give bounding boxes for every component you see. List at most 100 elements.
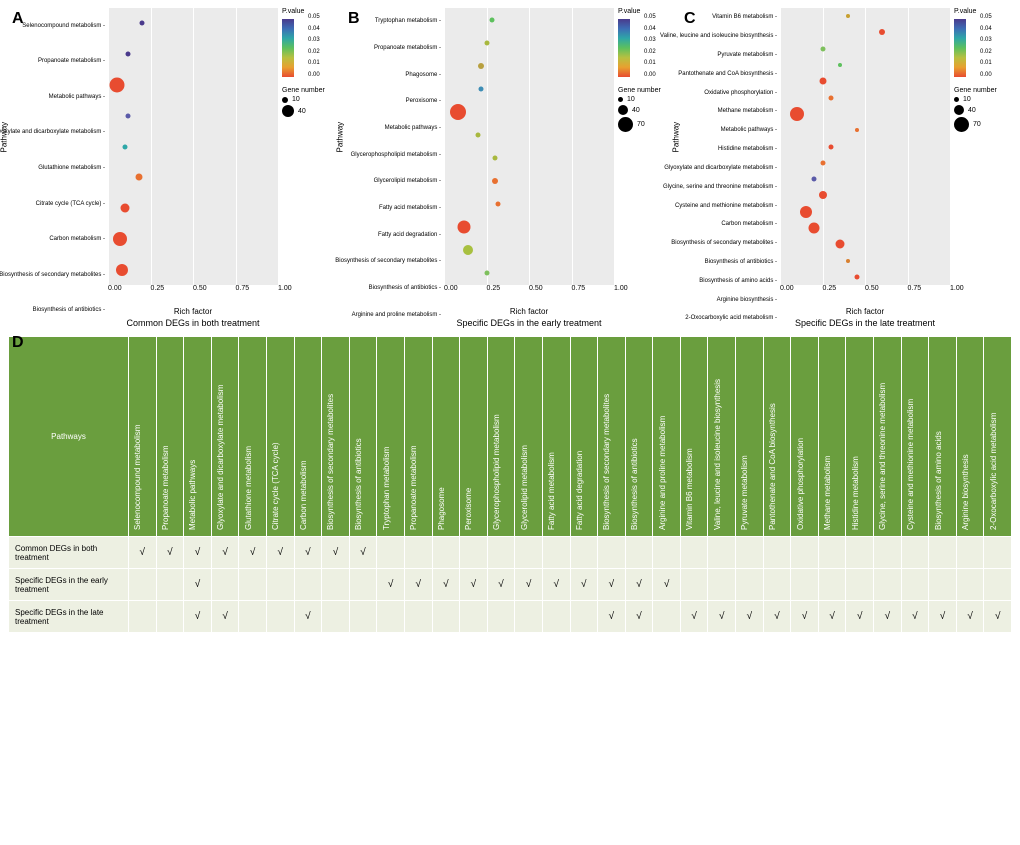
y-label: Arginine and proline metabolism - <box>352 312 441 318</box>
table-cell <box>874 537 902 569</box>
legend-gene-title: Gene number <box>618 87 676 94</box>
colorbar-tick: 0.05 <box>308 14 320 20</box>
y-labels: Vitamin B6 metabolism -Valine, leucine a… <box>680 8 780 328</box>
x-axis-title: Rich factor <box>780 307 950 316</box>
table-cell <box>322 569 350 601</box>
table-cell <box>929 569 957 601</box>
panel-caption: Specific DEGs in the early treatment <box>444 318 614 328</box>
table-cell: √ <box>625 601 653 633</box>
table-column-header: Pantothenate and CoA biosynthesis <box>763 337 791 537</box>
table-cell <box>901 537 929 569</box>
table-row-label: Specific DEGs in the late treatment <box>9 601 129 633</box>
color-bar <box>954 19 966 77</box>
table-cell <box>874 569 902 601</box>
plot-area <box>108 8 278 285</box>
size-legend-item: 40 <box>282 105 340 117</box>
table-cell <box>901 569 929 601</box>
y-label: Propanoate metabolism - <box>374 45 441 51</box>
table-cell <box>653 537 681 569</box>
table-cell <box>487 537 515 569</box>
panel-c: CPathwayVitamin B6 metabolism -Valine, l… <box>680 8 1012 328</box>
table-cell <box>349 601 377 633</box>
table-cell: √ <box>984 601 1012 633</box>
data-point <box>126 52 131 57</box>
table-column-header: Biosynthesis of antibiotics <box>349 337 377 537</box>
table-cell <box>846 537 874 569</box>
y-label: Carbon metabolism - <box>49 236 105 242</box>
data-point <box>854 274 859 279</box>
table-cell: √ <box>598 569 626 601</box>
table-column-header: Biosynthesis of antibiotics <box>625 337 653 537</box>
table-column-header: Phagosome <box>432 337 460 537</box>
table-cell <box>736 537 764 569</box>
table-column-header: Biosynthesis of secondary metabolites <box>598 337 626 537</box>
table-cell <box>404 537 432 569</box>
table-column-header: Arginine and proline metabolism <box>653 337 681 537</box>
y-label: Biosynthesis of secondary metabolites - <box>0 272 105 278</box>
top-panels: APathwaySelenocompound metabolism -Propa… <box>8 8 1012 328</box>
table-cell <box>156 601 184 633</box>
data-point <box>492 178 498 184</box>
table-cell <box>570 537 598 569</box>
table-cell <box>625 537 653 569</box>
y-label: Selenocompound metabolism - <box>22 23 105 29</box>
table-cell: √ <box>598 601 626 633</box>
size-legend-item: 10 <box>618 96 676 103</box>
colorbar-tick: 0.03 <box>308 37 320 43</box>
table-cell <box>984 537 1012 569</box>
data-point <box>819 78 826 85</box>
table-cell <box>129 569 157 601</box>
panel-d: D PathwaysSelenocompound metabolismPropa… <box>8 336 1012 633</box>
table-cell <box>846 569 874 601</box>
table-cell: √ <box>680 601 708 633</box>
x-tick: 0.00 <box>444 285 458 292</box>
y-label: Peroxisome - <box>406 98 441 104</box>
table-cell: √ <box>487 569 515 601</box>
colorbar-tick: 0.04 <box>644 26 656 32</box>
table-cell: √ <box>184 601 212 633</box>
y-label: Biosynthesis of antibiotics - <box>705 259 777 265</box>
data-point <box>126 113 131 118</box>
colorbar-tick: 0.03 <box>644 37 656 43</box>
table-cell: √ <box>460 569 488 601</box>
table-cell <box>763 537 791 569</box>
table-row: Specific DEGs in the late treatment√√√√√… <box>9 601 1012 633</box>
table-column-header: Cysteine and methionine metabolism <box>901 337 929 537</box>
colorbar-tick: 0.04 <box>308 26 320 32</box>
table-corner: Pathways <box>9 337 129 537</box>
table-cell <box>322 601 350 633</box>
x-tick: 0.75 <box>908 285 922 292</box>
data-point <box>463 245 473 255</box>
table-cell <box>266 601 294 633</box>
data-point <box>493 156 498 161</box>
table-cell <box>763 569 791 601</box>
plot-area <box>780 8 950 285</box>
data-point <box>809 222 820 233</box>
table-cell <box>956 537 984 569</box>
table-column-header: Glycerolipid metabolism <box>515 337 543 537</box>
data-point <box>820 46 825 51</box>
size-legend-item: 70 <box>954 117 1012 132</box>
table-cell <box>791 537 819 569</box>
table-column-header: Selenocompound metabolism <box>129 337 157 537</box>
x-axis-title: Rich factor <box>444 307 614 316</box>
table-cell: √ <box>184 537 212 569</box>
y-label: Cysteine and methionine metabolism - <box>675 203 777 209</box>
panel-letter: C <box>684 10 696 28</box>
table-cell: √ <box>294 601 322 633</box>
y-label: Glyoxylate and dicarboxylate metabolism … <box>0 129 105 135</box>
y-label: Biosynthesis of amino acids - <box>699 278 777 284</box>
data-point <box>450 104 466 120</box>
y-label: Arginine biosynthesis - <box>717 297 777 303</box>
y-label: Glycine, serine and threonine metabolism… <box>663 184 777 190</box>
y-axis-title: Pathway <box>336 122 345 153</box>
table-cell <box>349 569 377 601</box>
size-legend-item: 40 <box>954 105 1012 115</box>
table-column-header: Glyoxylate and dicarboxylate metabolism <box>211 337 239 537</box>
pathway-table: PathwaysSelenocompound metabolismPropano… <box>8 336 1012 633</box>
table-column-header: Oxidative phosphorylation <box>791 337 819 537</box>
legend: P.value0.050.040.030.020.010.00Gene numb… <box>950 8 1012 328</box>
colorbar-tick: 0.01 <box>644 60 656 66</box>
table-row: Specific DEGs in the early treatment√√√√… <box>9 569 1012 601</box>
table-cell: √ <box>791 601 819 633</box>
